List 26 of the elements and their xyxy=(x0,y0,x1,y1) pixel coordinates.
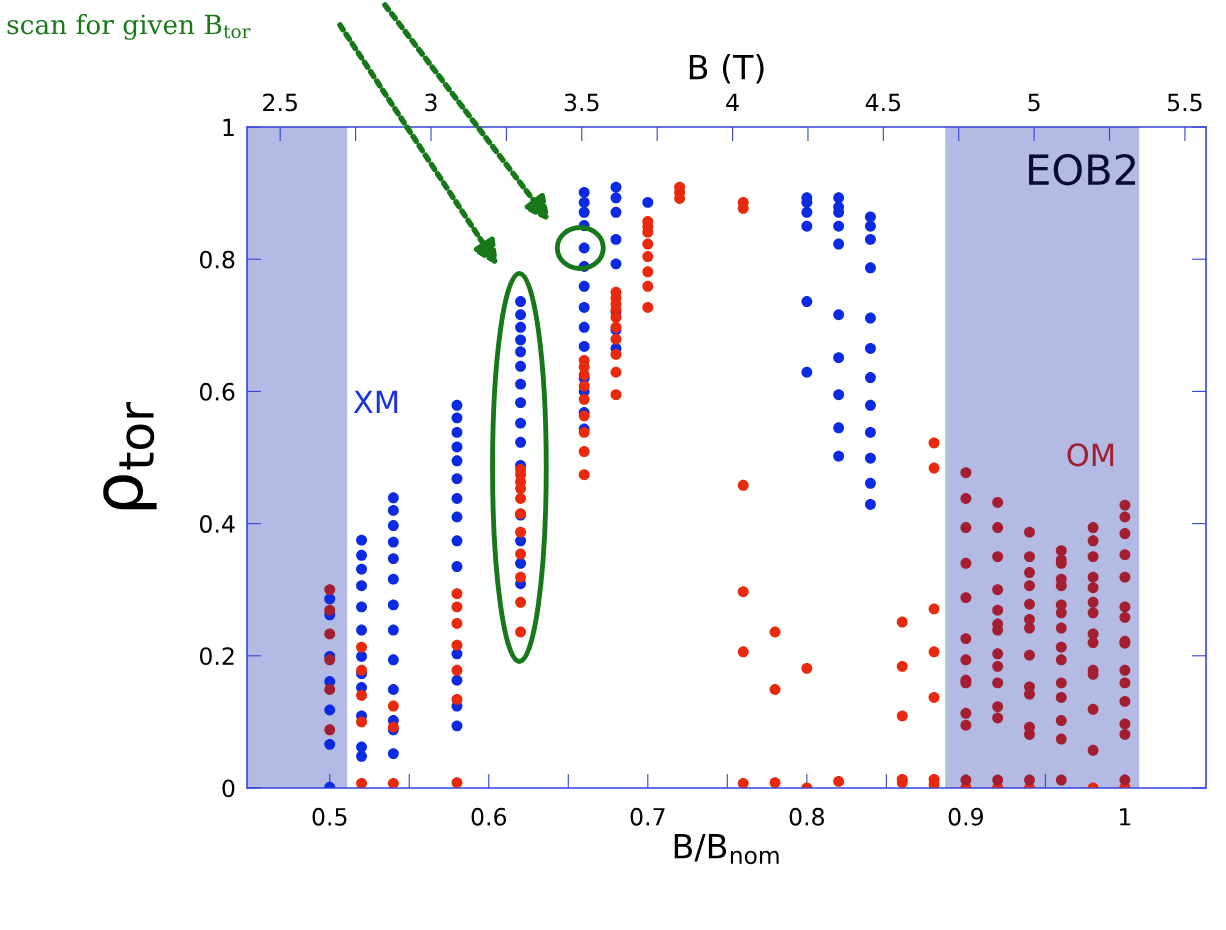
x2-tick-label: 5 xyxy=(1028,93,1040,112)
x2-tick-label: 3.5 xyxy=(564,93,599,112)
x-axis-title: B/B$_{nom}$ xyxy=(674,834,779,865)
x-tick-label: 0.5 xyxy=(312,807,347,826)
annotation: XM xyxy=(353,390,398,414)
y-tick-label: 0.8 xyxy=(199,250,235,269)
band-label: EOB2 xyxy=(1029,153,1136,186)
x2-tick-label: 5.5 xyxy=(1167,93,1202,112)
x-tick-label: 1 xyxy=(1119,808,1131,826)
y-tick-label: 0.4 xyxy=(199,515,235,533)
x2-tick-label: 4 xyxy=(726,93,739,112)
y-tick-label: 0 xyxy=(222,779,235,798)
x2-tick-label: 2.5 xyxy=(263,93,297,112)
x2-axis-title: B (T) xyxy=(689,53,764,84)
x2-tick-label: 3 xyxy=(425,93,437,112)
text: scan for given B$_{tor}$ xyxy=(7,13,251,40)
x2-tick-label: 4.5 xyxy=(865,93,901,112)
y-tick-label: 0.2 xyxy=(199,647,234,666)
x-tick-label: 0.9 xyxy=(948,807,983,826)
x-tick-label: 0.7 xyxy=(630,807,665,826)
y-tick-label: 1 xyxy=(223,118,234,137)
y-tick-label: 0.6 xyxy=(199,382,235,401)
x-tick-label: 0.6 xyxy=(471,807,507,826)
annotation: OM xyxy=(1067,443,1114,467)
x-tick-label: 0.8 xyxy=(789,807,824,826)
y-axis-title: ρ$_{tor}$ xyxy=(103,401,157,510)
